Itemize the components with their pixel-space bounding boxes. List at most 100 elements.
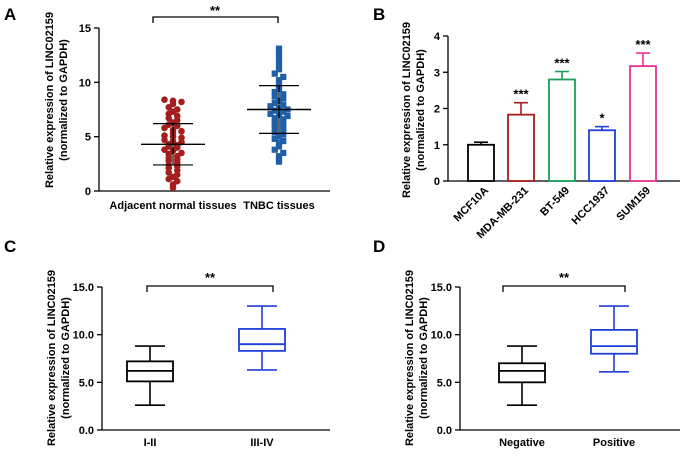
panel-c-letter: C	[4, 237, 16, 256]
panel-a-ytick-label: 5	[85, 132, 91, 144]
panel-a-point-tnbc	[271, 93, 278, 100]
panel-b-ytick-label: 0	[434, 176, 440, 188]
panel-a-point-tnbc	[275, 48, 283, 56]
panel-b-ytick-label: 3	[434, 67, 440, 79]
panel-a-point-tnbc	[280, 149, 287, 157]
panel-a-point-tnbc	[275, 158, 283, 165]
panel-a-sig-bracket	[152, 16, 279, 23]
panel-b-bar	[588, 129, 616, 182]
panel-a-point-tnbc	[280, 122, 287, 129]
panel-c-cat-2: III-IV	[250, 437, 274, 449]
panel-a-point-tnbc	[280, 119, 287, 126]
panel-c-sig-bracket	[146, 285, 274, 292]
panel-a-point-tnbc	[280, 131, 287, 138]
panel-b-bar	[507, 113, 535, 182]
panel-b-cat-label: SUM159	[614, 185, 653, 224]
panel-d-letter: D	[373, 237, 385, 256]
panel-b-ytick-label: 4	[434, 31, 441, 43]
panel-b-sig-label: *	[599, 111, 605, 126]
panel-b-cat-label: MCF10A	[452, 185, 492, 225]
panel-c-ytick-label: 10.0	[73, 330, 94, 342]
panel-a-point-adjacent	[165, 104, 173, 111]
panel-a-point-adjacent	[161, 136, 168, 144]
panel-d-sig-label: **	[559, 270, 570, 285]
panel-a-point-tnbc	[267, 103, 274, 110]
panel-a-point-tnbc	[275, 45, 283, 52]
panel-d: D Relative expression of LINC02159 (norm…	[373, 237, 680, 449]
panel-b-letter: B	[373, 5, 385, 24]
panel-c-ytick-label: 15.0	[73, 282, 94, 294]
panel-a-point-tnbc	[275, 80, 283, 87]
panel-a: A Relative expression of LINC02159 (norm…	[4, 3, 330, 212]
panel-a-point-adjacent	[165, 114, 173, 122]
panel-a-cat-adjacent: Adjacent normal tissues	[109, 200, 236, 212]
panel-c-cat-1: I-II	[144, 437, 157, 449]
panel-d-box	[590, 328, 638, 355]
panel-b-ylabel-line1: Relative expression of LINC02159	[401, 22, 413, 198]
panel-a-point-tnbc	[275, 143, 283, 150]
panel-d-sig-bracket	[502, 285, 626, 292]
panel-a-point-tnbc	[275, 140, 283, 147]
panel-b-ylabel-line2: (normalized to GAPDH)	[415, 49, 427, 171]
panel-b-cat-label: BT-549	[538, 185, 572, 219]
panel-a-ylabel-line1: Relative expression of LINC02159	[44, 12, 56, 188]
panel-a-point-tnbc	[275, 57, 283, 64]
panel-b-bar	[548, 78, 576, 182]
panel-c-box	[238, 328, 286, 352]
panel-a-point-tnbc	[275, 77, 283, 84]
panel-d-cat-1: Negative	[499, 437, 545, 449]
panel-b-bar	[467, 143, 495, 182]
panel-d-cat-2: Positive	[593, 437, 635, 449]
panel-b-sig-label: ***	[635, 37, 651, 52]
panel-a-point-tnbc	[280, 108, 287, 115]
panel-a-sig-label: **	[210, 3, 221, 18]
panel-a-point-tnbc	[271, 107, 278, 114]
panel-b-ytick-label: 1	[434, 140, 440, 152]
panel-a-point-adjacent	[178, 98, 185, 106]
panel-a-point-tnbc	[275, 61, 283, 69]
panel-c-ytick-label: 0.0	[79, 425, 94, 437]
panel-a-ylabel-line2: (normalized to GAPDH)	[58, 39, 70, 161]
panel-b-cat-label: HCC1937	[569, 185, 612, 228]
panel-a-point-tnbc	[280, 127, 287, 134]
panel-a-point-tnbc	[271, 70, 278, 77]
panel-a-ytick-label: 15	[79, 23, 91, 35]
panel-d-ytick-label: 10.0	[431, 330, 452, 342]
panel-a-point-tnbc	[280, 95, 287, 102]
panel-c-ylabel-line2: (normalized to GAPDH)	[60, 297, 72, 419]
panel-a-point-tnbc	[280, 137, 287, 145]
panel-c-sig-label: **	[205, 270, 216, 285]
panel-a-point-adjacent	[161, 124, 168, 132]
panel-a-point-adjacent	[165, 169, 173, 176]
panel-a-point-tnbc	[280, 91, 287, 98]
panel-a-point-adjacent	[161, 96, 168, 104]
panel-d-ytick-label: 15.0	[431, 282, 452, 294]
panel-a-point-tnbc	[271, 115, 278, 122]
panel-a-point-tnbc	[275, 66, 283, 73]
panel-a-ytick-label: 0	[85, 186, 91, 198]
panel-a-ytick-label: 10	[79, 77, 91, 89]
panel-b-ytick-label: 2	[434, 104, 440, 116]
panel-d-ytick-label: 0.0	[437, 425, 452, 437]
panel-a-point-adjacent	[165, 175, 173, 183]
panel-b-bar	[629, 65, 657, 182]
panel-a-point-tnbc	[271, 146, 278, 153]
panel-b: B Relative expression of LINC02159 (norm…	[373, 5, 680, 241]
panel-a-point-tnbc	[271, 99, 278, 107]
panel-a-point-adjacent	[178, 127, 185, 135]
panel-a-point-tnbc	[275, 53, 283, 60]
panel-a-point-tnbc	[271, 121, 278, 128]
panel-c-ytick-label: 5.0	[79, 377, 94, 389]
panel-a-point-tnbc	[267, 110, 274, 117]
panel-b-sig-label: ***	[554, 56, 570, 71]
panel-d-ytick-label: 5.0	[437, 377, 452, 389]
panel-a-letter: A	[4, 5, 16, 24]
panel-b-sig-label: ***	[513, 87, 529, 102]
panel-d-ylabel-line2: (normalized to GAPDH)	[418, 297, 430, 419]
panel-a-cat-tnbc: TNBC tissues	[243, 200, 315, 212]
panel-a-point-tnbc	[275, 153, 283, 160]
panel-d-ylabel-line1: Relative expression of LINC02159	[404, 270, 416, 446]
panel-a-point-tnbc	[271, 129, 278, 136]
panel-a-point-tnbc	[284, 112, 291, 120]
